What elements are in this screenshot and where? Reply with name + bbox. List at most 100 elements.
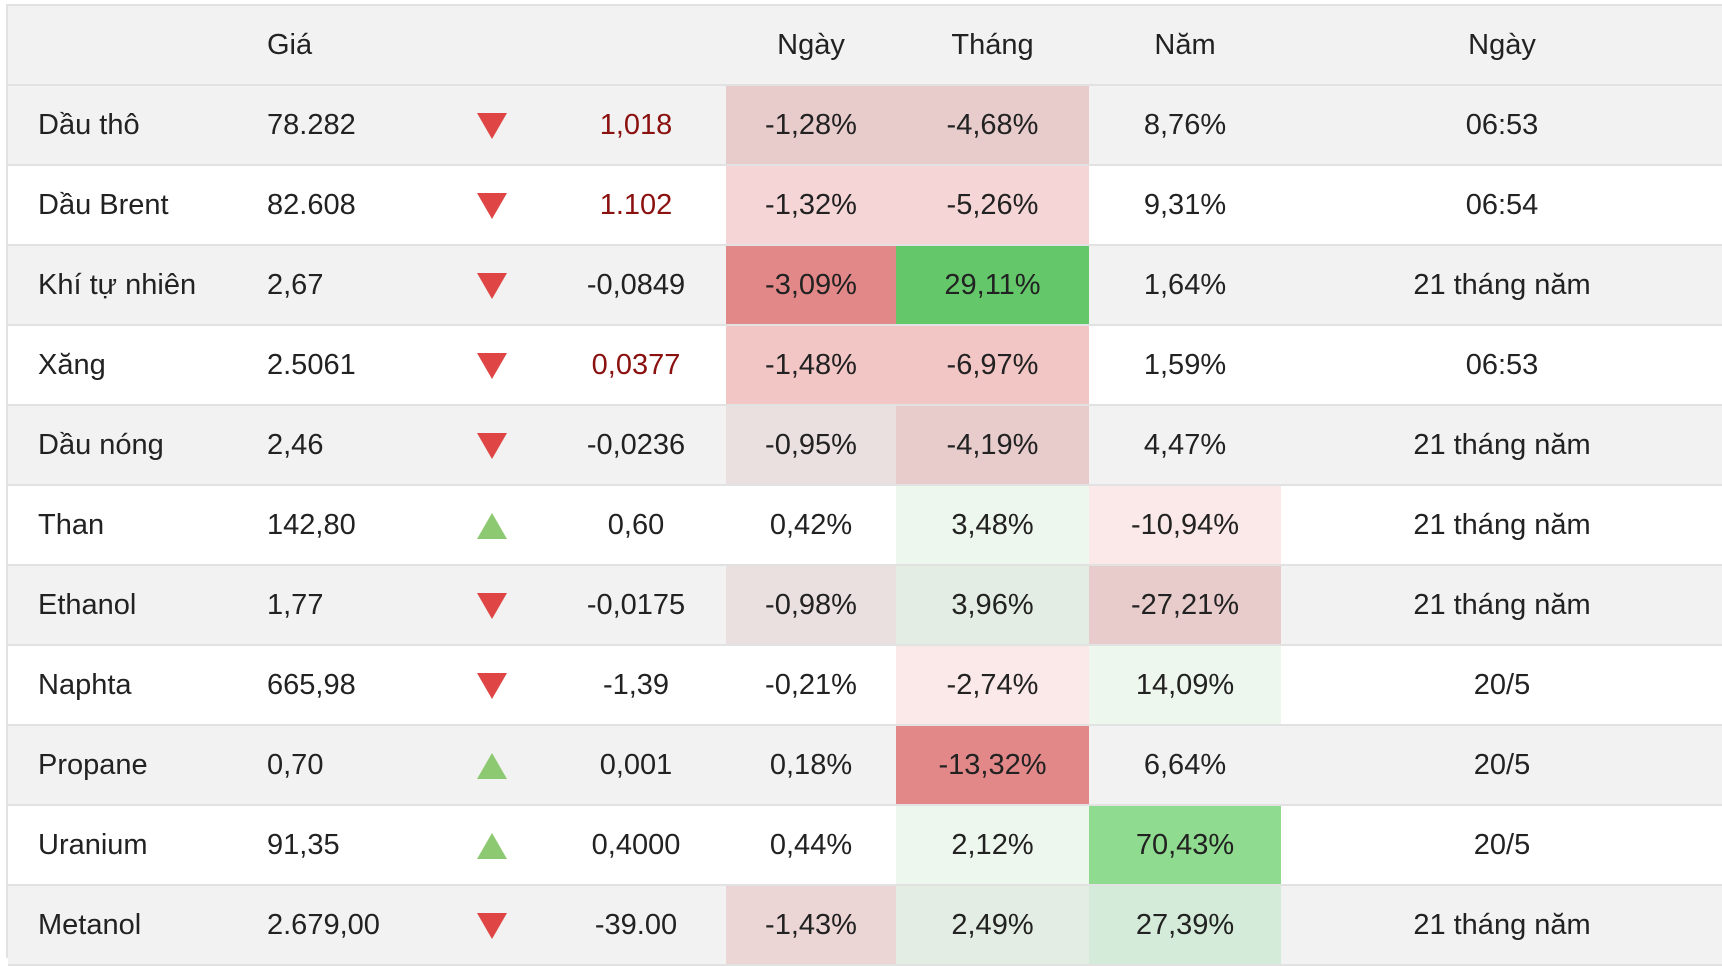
table-row[interactable]: Xăng 2.5061 0,0377 -1,48% -6,97% 1,59% 06:53 [8, 325, 1722, 406]
update-date: 20/5 [1281, 725, 1722, 806]
month-change-percent: -6,97% [896, 325, 1089, 406]
price-value: 142,80 [255, 485, 438, 566]
arrow-up-icon [477, 512, 507, 539]
update-date: 06:53 [1281, 325, 1722, 406]
commodity-name[interactable]: Dầu thô [8, 85, 255, 166]
direction-cell [438, 805, 546, 886]
change-value: -1,39 [546, 645, 726, 726]
table-row[interactable]: Uranium 91,35 0,4000 0,44% 2,12% 70,43% 20/5 [8, 805, 1722, 886]
table-row[interactable]: Dầu thô 78.282 1,018 -1,28% -4,68% 8,76% 06:53 [8, 85, 1722, 166]
month-change-percent: 3,96% [896, 565, 1089, 646]
commodity-name[interactable]: Propane [8, 725, 255, 806]
table-left-border [6, 4, 8, 958]
commodity-name[interactable]: Khí tự nhiên [8, 245, 255, 326]
price-value: 91,35 [255, 805, 438, 886]
arrow-down-icon [477, 912, 507, 939]
arrow-down-icon [477, 592, 507, 619]
year-change-percent: 6,64% [1089, 725, 1281, 806]
header-month[interactable]: Tháng [896, 4, 1089, 86]
year-change-percent: 14,09% [1089, 645, 1281, 726]
energy-prices-table: Giá Ngày Tháng Năm Ngày Dầu thô 78.282 1,0… [8, 4, 1722, 966]
arrow-down-icon [477, 112, 507, 139]
price-value: 665,98 [255, 645, 438, 726]
commodity-name[interactable]: Uranium [8, 805, 255, 886]
update-date: 21 tháng năm [1281, 485, 1722, 566]
year-change-percent: 9,31% [1089, 165, 1281, 246]
price-value: 0,70 [255, 725, 438, 806]
update-date: 21 tháng năm [1281, 565, 1722, 646]
change-value: 0,001 [546, 725, 726, 806]
direction-cell [438, 85, 546, 166]
change-value: 0,60 [546, 485, 726, 566]
arrow-down-icon [477, 672, 507, 699]
commodity-name[interactable]: Xăng [8, 325, 255, 406]
price-value: 2.5061 [255, 325, 438, 406]
year-change-percent: -10,94% [1089, 485, 1281, 566]
price-value: 1,77 [255, 565, 438, 646]
change-value: 0,4000 [546, 805, 726, 886]
month-change-percent: -4,68% [896, 85, 1089, 166]
commodity-name[interactable]: Naphta [8, 645, 255, 726]
direction-cell [438, 725, 546, 806]
energy-prices-table-container: Giá Ngày Tháng Năm Ngày Dầu thô 78.282 1,0… [8, 4, 1722, 966]
arrow-down-icon [477, 192, 507, 219]
commodity-name[interactable]: Ethanol [8, 565, 255, 646]
direction-cell [438, 165, 546, 246]
commodity-name[interactable]: Dầu nóng [8, 405, 255, 486]
header-name [8, 4, 255, 86]
direction-cell [438, 645, 546, 726]
change-value: -0,0849 [546, 245, 726, 326]
header-date[interactable]: Ngày [1281, 4, 1722, 86]
change-value: -0,0175 [546, 565, 726, 646]
month-change-percent: -2,74% [896, 645, 1089, 726]
table-row[interactable]: Khí tự nhiên 2,67 -0,0849 -3,09% 29,11% 1,64%… [8, 245, 1722, 326]
day-change-percent: 0,42% [726, 485, 896, 566]
change-value: -39.00 [546, 885, 726, 966]
update-date: 20/5 [1281, 645, 1722, 726]
header-change [546, 4, 726, 86]
update-date: 21 tháng năm [1281, 405, 1722, 486]
table-row[interactable]: Dầu Brent 82.608 1.102 -1,32% -5,26% 9,31% 06:… [8, 165, 1722, 246]
arrow-up-icon [477, 752, 507, 779]
year-change-percent: 1,59% [1089, 325, 1281, 406]
month-change-percent: 2,12% [896, 805, 1089, 886]
header-direction [438, 4, 546, 86]
header-price[interactable]: Giá [255, 4, 438, 86]
direction-cell [438, 325, 546, 406]
month-change-percent: -5,26% [896, 165, 1089, 246]
month-change-percent: -13,32% [896, 725, 1089, 806]
arrow-up-icon [477, 832, 507, 859]
month-change-percent: 29,11% [896, 245, 1089, 326]
table-row[interactable]: Than 142,80 0,60 0,42% 3,48% -10,94% 21 tháng … [8, 485, 1722, 566]
commodity-name[interactable]: Than [8, 485, 255, 566]
price-value: 2,46 [255, 405, 438, 486]
table-row[interactable]: Metanol 2.679,00 -39.00 -1,43% 2,49% 27,39% 21… [8, 885, 1722, 966]
header-year[interactable]: Năm [1089, 4, 1281, 86]
table-row[interactable]: Propane 0,70 0,001 0,18% -13,32% 6,64% 20/5 [8, 725, 1722, 806]
change-value: 1.102 [546, 165, 726, 246]
price-value: 82.608 [255, 165, 438, 246]
change-value: -0,0236 [546, 405, 726, 486]
header-day[interactable]: Ngày [726, 4, 896, 86]
day-change-percent: 0,44% [726, 805, 896, 886]
commodity-name[interactable]: Metanol [8, 885, 255, 966]
table-row[interactable]: Naphta 665,98 -1,39 -0,21% -2,74% 14,09% 20/5 [8, 645, 1722, 726]
table-body: Dầu thô 78.282 1,018 -1,28% -4,68% 8,76% 06:53… [8, 85, 1722, 966]
update-date: 06:53 [1281, 85, 1722, 166]
day-change-percent: -0,98% [726, 565, 896, 646]
day-change-percent: -0,21% [726, 645, 896, 726]
table-row[interactable]: Dầu nóng 2,46 -0,0236 -0,95% -4,19% 4,47% 21 t… [8, 405, 1722, 486]
year-change-percent: 27,39% [1089, 885, 1281, 966]
month-change-percent: 3,48% [896, 485, 1089, 566]
price-value: 2.679,00 [255, 885, 438, 966]
commodity-name[interactable]: Dầu Brent [8, 165, 255, 246]
arrow-down-icon [477, 272, 507, 299]
update-date: 06:54 [1281, 165, 1722, 246]
year-change-percent: 8,76% [1089, 85, 1281, 166]
change-value: 1,018 [546, 85, 726, 166]
arrow-down-icon [477, 432, 507, 459]
price-value: 78.282 [255, 85, 438, 166]
table-row[interactable]: Ethanol 1,77 -0,0175 -0,98% 3,96% -27,21% 21 t… [8, 565, 1722, 646]
month-change-percent: -4,19% [896, 405, 1089, 486]
update-date: 21 tháng năm [1281, 245, 1722, 326]
